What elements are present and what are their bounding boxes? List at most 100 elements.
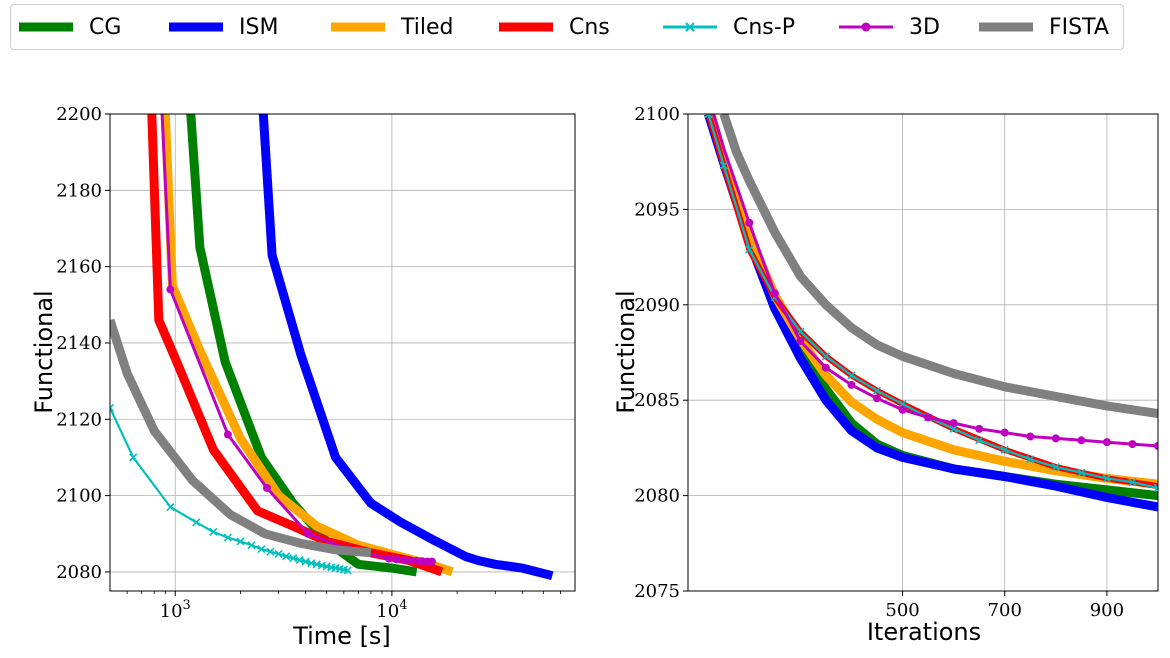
right-series-cns-p-point bbox=[898, 399, 907, 409]
right-ytick-label: 2085 bbox=[634, 390, 680, 411]
right-series-3d-point bbox=[770, 289, 779, 298]
right-series-3d-point bbox=[821, 363, 830, 372]
right-series-cns-p-point bbox=[872, 386, 882, 395]
left-series-cns-p-point bbox=[343, 566, 352, 575]
left-series-cns-p-point bbox=[282, 552, 291, 561]
left-series-cns-p-point bbox=[236, 537, 245, 546]
legend-swatch-cg bbox=[19, 22, 73, 32]
right-ytick-label: 2095 bbox=[634, 199, 680, 220]
right-series-cns-p-point bbox=[719, 161, 728, 170]
legend-label-cg: CG bbox=[89, 15, 122, 40]
right-series-3d-point bbox=[873, 394, 882, 403]
left-series-3d-point bbox=[262, 483, 271, 492]
right-series-cns-p-point bbox=[949, 424, 958, 433]
left-ytick-label: 2080 bbox=[56, 562, 102, 583]
left-series-cns-p-point bbox=[247, 541, 256, 550]
right-series-cns-p-point bbox=[1153, 483, 1158, 493]
left-xtick-label: 104 bbox=[376, 598, 407, 622]
right-xtick-label: 900 bbox=[1090, 600, 1124, 621]
right-series-cns-p-point bbox=[745, 245, 754, 254]
left-grid bbox=[110, 113, 575, 591]
left-series-cns-p-point bbox=[166, 502, 175, 512]
right-xtick-label: 500 bbox=[885, 600, 919, 621]
right-ytick-label: 2080 bbox=[634, 486, 680, 507]
left-series-fista-line bbox=[110, 318, 372, 558]
left-series-3d-point bbox=[223, 430, 232, 439]
right-series-3d-point bbox=[949, 419, 958, 428]
left-ytick-label: 2100 bbox=[56, 486, 102, 507]
legend-swatch-cns bbox=[499, 22, 553, 32]
right-grid bbox=[688, 113, 1158, 592]
left-series-cns-p-point bbox=[266, 547, 275, 556]
left-series-cns-p-point bbox=[257, 544, 266, 554]
legend-label-tiled: Tiled bbox=[401, 15, 454, 40]
legend-label-3d: 3D bbox=[909, 15, 940, 40]
right-ytick-label: 2100 bbox=[634, 104, 680, 125]
left-series-3d-point bbox=[400, 556, 409, 565]
right-xtick-label: 700 bbox=[988, 600, 1022, 621]
left-plot-area bbox=[110, 114, 554, 581]
right-series-3d-point bbox=[975, 424, 984, 433]
left-series-3d-point bbox=[166, 285, 175, 294]
right-series-cns-p-point bbox=[1051, 462, 1060, 472]
right-series-3d-point bbox=[745, 218, 754, 227]
legend-swatch-ism bbox=[169, 22, 223, 32]
right-series-ism-line bbox=[704, 114, 1158, 512]
right-series-cns-p-point bbox=[1026, 455, 1035, 464]
left-axes-frame bbox=[109, 113, 576, 592]
right-series-cns-p-point bbox=[1128, 478, 1137, 487]
legend-label-fista: FISTA bbox=[1049, 15, 1109, 40]
right-series-fista-line bbox=[719, 114, 1158, 419]
left-series-3d-point bbox=[427, 557, 436, 566]
right-series-cns-p-point bbox=[1077, 468, 1086, 477]
right-series-cns-p-point bbox=[1102, 474, 1111, 483]
right-series-cns-p-point bbox=[821, 352, 831, 361]
legend-swatch-3d bbox=[839, 22, 893, 32]
left-series-ism-line bbox=[258, 114, 554, 581]
right-series-cns-p-point bbox=[847, 371, 856, 380]
left-series-cns-p-point bbox=[301, 557, 310, 566]
left-series-cns-p-point bbox=[289, 554, 298, 563]
legend: CG ISM Tiled Cns Cns-P 3D FISTA bbox=[10, 4, 1124, 50]
left-series-cns-p-point bbox=[209, 527, 218, 536]
right-series-tiled-line bbox=[706, 114, 1158, 489]
left-ylabel: Functional bbox=[30, 290, 58, 413]
right-series-3d-point bbox=[1000, 428, 1009, 437]
legend-swatch-cns-p bbox=[663, 22, 717, 32]
right-series-cns-p-point bbox=[1000, 445, 1009, 454]
left-series-cns-p-point bbox=[192, 518, 201, 527]
left-series-cns-p-point bbox=[295, 556, 304, 565]
right-series-3d-point bbox=[898, 405, 907, 414]
right-series-3d-point bbox=[796, 337, 805, 346]
right-ylabel: Functional bbox=[612, 290, 640, 413]
left-xtick-label: 103 bbox=[160, 598, 191, 622]
left-series-cns-p-point bbox=[110, 403, 115, 412]
right-xlabel: Iterations bbox=[867, 618, 981, 646]
right-series-3d-point bbox=[1102, 438, 1111, 447]
right-series-3d-point bbox=[1077, 436, 1086, 445]
legend-label-ism: ISM bbox=[239, 15, 279, 40]
right-series-3d-line bbox=[712, 114, 1158, 448]
left-xlabel: Time [s] bbox=[292, 622, 391, 650]
right-series-3d-point bbox=[847, 380, 856, 389]
left-series-cns-p-point bbox=[129, 453, 138, 462]
legend-swatch-tiled bbox=[331, 22, 385, 32]
right-series-3d-point bbox=[1026, 432, 1035, 441]
left-series-cns-p-point bbox=[223, 533, 232, 542]
left-series-3d-line bbox=[160, 114, 430, 564]
left-ytick-label: 2160 bbox=[56, 257, 102, 278]
right-series-cns-p-point bbox=[975, 436, 984, 445]
legend-label-cns: Cns bbox=[569, 15, 610, 40]
legend-swatch-fista bbox=[979, 22, 1033, 32]
right-axes-frame bbox=[687, 113, 1159, 592]
legend-label-cns-p: Cns-P bbox=[733, 15, 795, 40]
right-series-3d-point bbox=[1154, 441, 1158, 450]
right-series-3d-point bbox=[1128, 440, 1137, 449]
left-ytick-label: 2120 bbox=[56, 409, 102, 430]
left-series-cns-p-point bbox=[274, 549, 283, 559]
left-series-3d-point bbox=[303, 529, 312, 538]
left-series-3d-point bbox=[392, 555, 401, 564]
right-ytick-label: 2075 bbox=[634, 581, 680, 602]
left-ytick-label: 2180 bbox=[56, 180, 102, 201]
